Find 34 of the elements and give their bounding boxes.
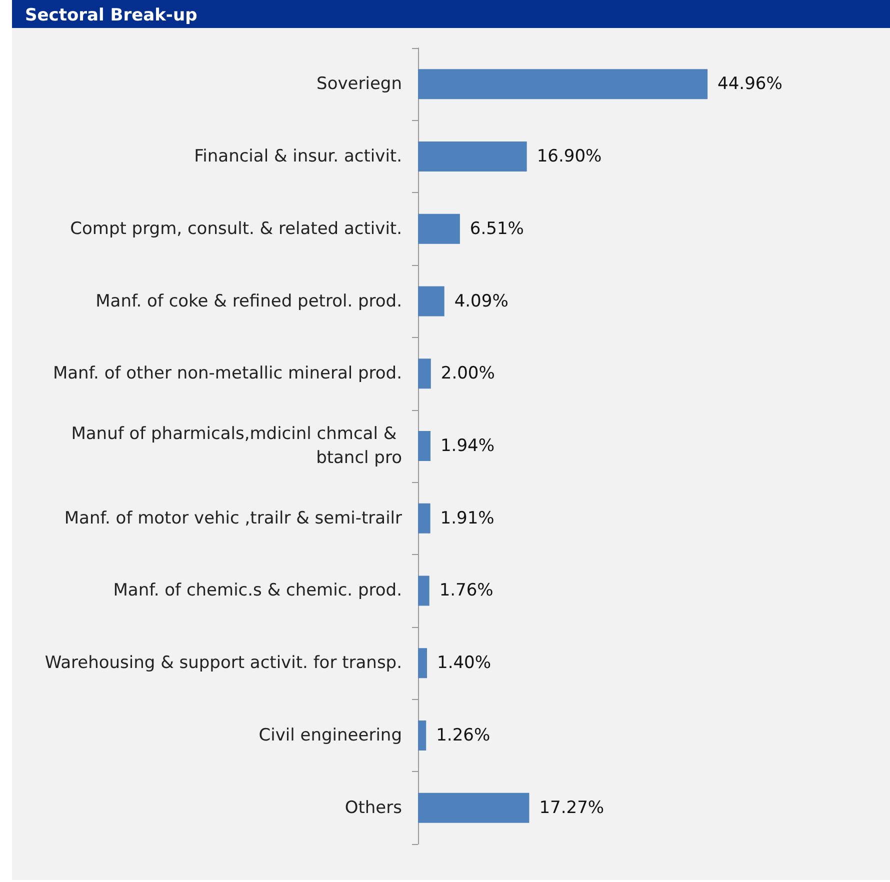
bar: [418, 576, 430, 606]
data-label: 1.26%: [436, 725, 490, 746]
y-tick-label: Civil engineering: [258, 725, 402, 746]
bar: [418, 431, 430, 461]
data-label: 1.94%: [440, 436, 495, 456]
data-label: 44.96%: [718, 74, 782, 94]
data-label: 1.76%: [439, 580, 494, 601]
data-label: 1.40%: [437, 653, 492, 674]
bar: [418, 792, 530, 823]
bar: [418, 720, 426, 750]
data-label: 2.00%: [440, 364, 495, 384]
data-label: 16.90%: [536, 146, 602, 167]
data-label: 1.91%: [440, 508, 494, 528]
y-tick-label: Others: [344, 798, 402, 818]
bar: [418, 648, 428, 678]
y-tick-label: Manf. of chemic.s & chemic. prod.: [113, 580, 402, 601]
y-tick-label: Manf. of coke & refined petrol. prod.: [96, 291, 402, 312]
bar: [418, 358, 431, 389]
data-label: 6.51%: [470, 218, 524, 239]
data-label: 17.27%: [539, 798, 604, 818]
y-tick-label: Compt prgm, consult. & related activit.: [70, 218, 402, 239]
bar: [418, 69, 708, 100]
bar: [418, 214, 460, 244]
y-tick-label: Financial & insur. activit.: [194, 146, 402, 167]
y-tick-label: Manf. of other non-metallic mineral prod.: [52, 364, 402, 384]
y-tick-label: Soveriegn: [316, 74, 402, 94]
bar: [418, 503, 430, 534]
y-tick-label: Manuf of pharmicals,mdicinl chmcal & btancl pro: [71, 424, 402, 468]
bar: [418, 142, 527, 172]
bar: [418, 286, 444, 316]
data-label: 4.09%: [454, 291, 508, 312]
y-tick-label: Manf. of motor vehic ,trailr & semi-trailr: [64, 508, 402, 528]
text: Sectoral Break-up: [25, 6, 198, 26]
y-tick-label: Warehousing & support activit. for transp.: [44, 653, 402, 674]
